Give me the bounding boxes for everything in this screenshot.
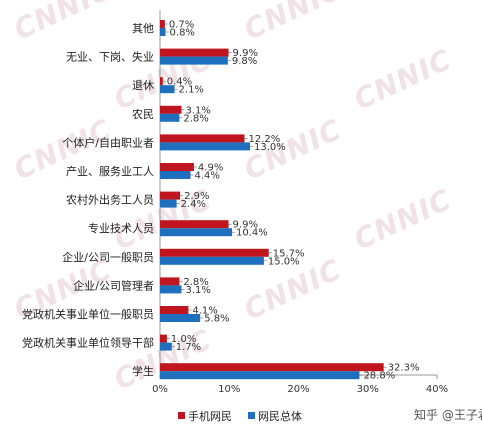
bar-mobile [160,105,182,114]
data-label: 0.8% [170,28,195,39]
category-label: 学生 [132,364,154,378]
bar-mobile [160,191,181,200]
data-label: 2.1% [179,85,204,96]
data-label: 2.8% [183,113,208,124]
category-label: 党政机关事业单位领导干部 [22,336,154,350]
category-label: 无业、下岗、失业 [66,51,154,64]
legend-swatch-mobile [178,412,185,419]
x-tick-label: 40% [426,384,448,395]
category-label: 产业、服务业工人 [66,164,154,178]
source-credit: 知乎 @王子君 [414,408,482,422]
data-label: 4.4% [194,171,219,182]
data-label: 28.8% [363,371,395,382]
data-label: 3.1% [185,285,210,296]
category-label: 党政机关事业单位一般职员 [22,307,154,321]
bar-overall [160,228,233,237]
bar-overall [160,171,191,179]
data-label: 1.0% [171,334,196,345]
data-label: 9.8% [232,56,257,67]
bar-overall [160,56,228,65]
data-label: 12.2% [248,134,280,145]
category-label: 企业/公司管理者 [73,278,154,292]
watermark-text: CNNIC [349,43,457,117]
x-tick-label: 10% [218,384,240,395]
data-label: 0.4% [167,77,192,88]
bar-overall [160,256,264,265]
data-label: 0.7% [169,20,194,31]
x-tick-label: 0% [152,384,168,395]
data-label: 13.0% [254,142,286,153]
bar-overall [160,28,166,36]
bar-mobile [160,277,180,286]
category-label: 退休 [132,79,154,92]
data-label: 3.1% [185,105,210,116]
data-label: 4.1% [192,306,217,317]
bar-overall [160,285,182,294]
bars [160,20,384,380]
x-tick-label: 30% [357,384,379,395]
bar-overall [160,113,180,122]
bar-mobile [160,363,384,372]
bar-mobile [160,248,269,257]
data-label: 4.9% [198,163,223,174]
legend: 手机网民 网民总体 [178,409,302,423]
category-label: 个体户/自由职业者 [62,135,154,149]
bar-mobile [160,48,229,57]
data-label: 1.7% [176,342,201,353]
bar-mobile [160,334,167,343]
bar-overall [160,342,172,351]
data-label: 5.8% [204,314,229,325]
category-label: 农民 [132,107,154,121]
bar-mobile [160,163,194,171]
data-label: 15.0% [268,256,300,267]
bar-mobile [160,77,163,86]
x-tick-label: 20% [287,384,309,395]
legend-label-overall: 网民总体 [258,409,302,423]
data-label: 32.3% [388,363,420,374]
data-label: 9.9% [233,48,258,59]
data-label: 9.9% [233,220,258,231]
data-label: 2.4% [181,199,206,210]
bar-mobile [160,220,229,229]
legend-swatch-overall [248,412,255,419]
bar-overall [160,85,175,94]
bar-overall [160,142,251,151]
watermark-text: CNNIC [239,0,347,46]
category-label: 农村外出务工人员 [66,193,154,207]
bar-overall [160,314,201,322]
category-label: 企业/公司一般职员 [62,250,154,264]
data-label: 2.9% [184,191,209,202]
watermark-text: CNNIC [349,183,457,257]
bar-mobile [160,306,189,314]
category-label: 专业技术人员 [88,221,154,235]
data-label: 2.8% [183,277,208,288]
bar-overall [160,199,177,208]
data-label: 15.7% [273,248,305,259]
legend-label-mobile: 手机网民 [188,409,232,423]
bar-mobile [160,134,245,143]
bar-overall [160,371,360,380]
category-label: 其他 [132,22,154,35]
data-label: 10.4% [236,228,268,239]
watermark-text: CNNIC [9,0,117,46]
bar-mobile [160,20,165,28]
labels: 其他 0.7%0.8%无业、下岗、失业 9.9%9.8%退休 0.4%2.1%农民 3.… [22,20,419,382]
